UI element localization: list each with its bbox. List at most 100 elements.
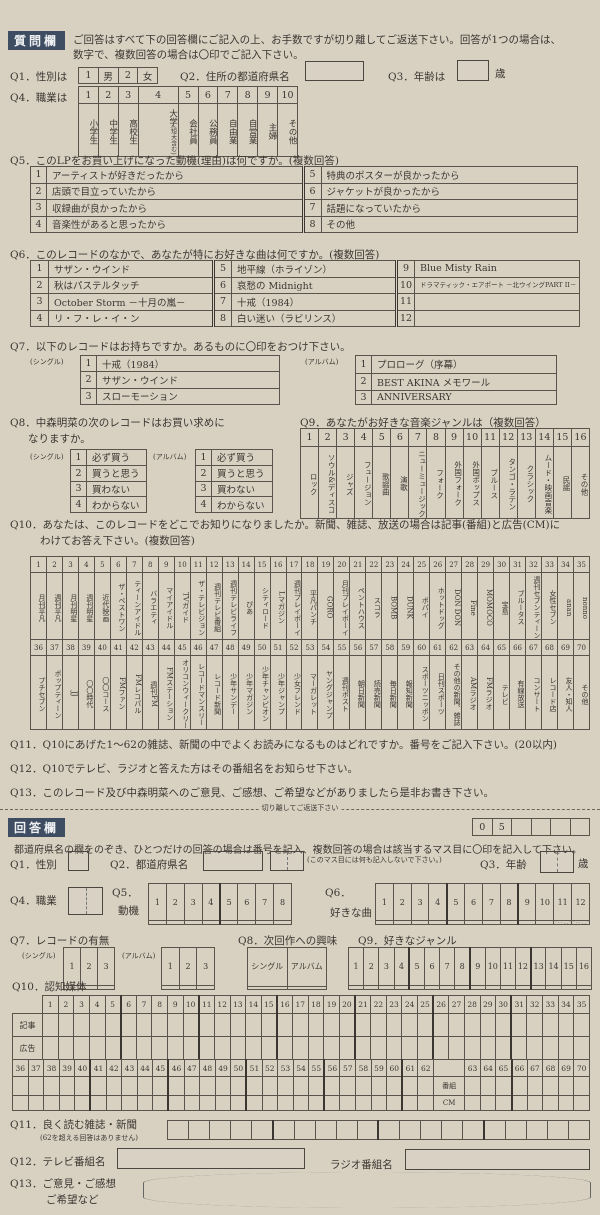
a-q10-checkbox[interactable] bbox=[510, 1094, 528, 1112]
a-q11-box[interactable] bbox=[188, 1120, 211, 1140]
a-q10-checkbox[interactable] bbox=[510, 1036, 528, 1060]
a-q10-checkbox[interactable] bbox=[42, 1036, 59, 1060]
a-q9-checkbox[interactable] bbox=[439, 985, 456, 990]
a-q10-checkbox[interactable] bbox=[230, 1076, 247, 1096]
a-q9-checkbox[interactable] bbox=[378, 985, 395, 990]
a-q11-box[interactable] bbox=[420, 1120, 443, 1140]
a-q5-checkbox[interactable] bbox=[255, 920, 275, 925]
a-q10-checkbox[interactable] bbox=[510, 1076, 528, 1096]
a-q8-album-checkbox[interactable] bbox=[286, 985, 327, 991]
a-q10-checkbox[interactable] bbox=[245, 1013, 262, 1037]
a-q10-checkbox[interactable] bbox=[167, 1013, 184, 1037]
a-q10-checkbox[interactable] bbox=[260, 1013, 278, 1037]
a-q10-checkbox[interactable] bbox=[308, 1076, 325, 1096]
a-q10-checkbox[interactable] bbox=[307, 1013, 325, 1037]
a-q11-box[interactable] bbox=[504, 1120, 527, 1140]
a-q10-checkbox[interactable] bbox=[542, 1036, 559, 1060]
a-q10-checkbox[interactable] bbox=[355, 1094, 372, 1112]
a-q10-checkbox[interactable] bbox=[495, 1094, 512, 1112]
a-q10-checkbox[interactable] bbox=[104, 1036, 122, 1060]
a-q10-checkbox[interactable] bbox=[370, 1094, 388, 1112]
a-q11-box[interactable] bbox=[335, 1120, 358, 1140]
a-q12-radio-input[interactable] bbox=[405, 1149, 590, 1170]
a-q10-checkbox[interactable] bbox=[323, 1094, 341, 1112]
a-q10-checkbox[interactable] bbox=[213, 1013, 231, 1037]
a-q10-checkbox[interactable] bbox=[401, 1013, 418, 1037]
a-q5-checkbox[interactable] bbox=[237, 920, 257, 925]
a-q10-checkbox[interactable] bbox=[573, 1094, 590, 1112]
a-q6-checkbox[interactable] bbox=[571, 920, 590, 925]
a-q11-box[interactable] bbox=[462, 1120, 485, 1140]
a-q7-album-checkbox[interactable] bbox=[196, 985, 215, 990]
a-q10-checkbox[interactable] bbox=[213, 1036, 231, 1060]
a-q11-box[interactable] bbox=[377, 1120, 401, 1140]
a-q10-checkbox[interactable] bbox=[43, 1094, 60, 1112]
a-q10-checkbox[interactable] bbox=[385, 1036, 403, 1060]
a-q10-checkbox[interactable] bbox=[464, 1094, 481, 1112]
a-q10-checkbox[interactable] bbox=[495, 1013, 512, 1037]
a-q10-checkbox[interactable] bbox=[197, 1013, 215, 1037]
a-q9-checkbox[interactable] bbox=[545, 985, 562, 990]
a-q10-checkbox[interactable] bbox=[355, 1076, 372, 1096]
a-q10-checkbox[interactable] bbox=[57, 1013, 75, 1037]
a-q10-checkbox[interactable] bbox=[479, 1094, 497, 1112]
a-q11-box[interactable] bbox=[441, 1120, 464, 1140]
a-q10-checkbox[interactable] bbox=[260, 1036, 278, 1060]
a-q10-checkbox[interactable] bbox=[275, 1036, 293, 1060]
a-q10-checkbox[interactable] bbox=[417, 1076, 435, 1096]
a-q10-checkbox[interactable] bbox=[105, 1076, 123, 1096]
a-q10-checkbox[interactable] bbox=[74, 1094, 91, 1112]
a-q10-checkbox[interactable] bbox=[167, 1094, 185, 1112]
a-q10-checkbox[interactable] bbox=[277, 1094, 294, 1112]
a-q10-checkbox[interactable] bbox=[89, 1076, 107, 1096]
a-q10-checkbox[interactable] bbox=[354, 1036, 372, 1060]
a-q10-checkbox[interactable] bbox=[432, 1036, 450, 1060]
a-q10-checkbox[interactable] bbox=[339, 1094, 357, 1112]
a-q9-checkbox[interactable] bbox=[408, 985, 425, 990]
a-q10-checkbox[interactable] bbox=[58, 1076, 76, 1096]
a-q1-input[interactable] bbox=[68, 851, 89, 871]
a-q8-single-checkbox[interactable] bbox=[247, 985, 288, 991]
a-q10-checkbox[interactable] bbox=[261, 1094, 279, 1112]
a-q10-checkbox[interactable] bbox=[557, 1036, 575, 1060]
a-q11-box[interactable] bbox=[546, 1120, 569, 1140]
a-q10-checkbox[interactable] bbox=[386, 1076, 403, 1096]
a-q10-checkbox[interactable] bbox=[229, 1013, 247, 1037]
a-q11-box[interactable] bbox=[209, 1120, 232, 1140]
a-q6-checkbox[interactable] bbox=[481, 920, 501, 925]
a-q10-checkbox[interactable] bbox=[167, 1076, 185, 1096]
a-q11-box[interactable] bbox=[567, 1120, 591, 1140]
a-q10-checkbox[interactable] bbox=[448, 1036, 465, 1060]
code-box[interactable]: 5 bbox=[491, 818, 512, 836]
a-q10-checkbox[interactable] bbox=[152, 1094, 169, 1112]
code-box[interactable]: 0 bbox=[472, 818, 493, 836]
a-q9-checkbox[interactable] bbox=[468, 985, 486, 990]
a-q10-checkbox[interactable] bbox=[526, 1076, 544, 1096]
a-q10-checkbox[interactable] bbox=[323, 1076, 341, 1096]
a-q10-checkbox[interactable] bbox=[463, 1013, 481, 1037]
a-q6-checkbox[interactable] bbox=[392, 920, 412, 925]
a-q10-checkbox[interactable] bbox=[401, 1094, 419, 1112]
a-q10-checkbox[interactable] bbox=[292, 1013, 309, 1037]
a-q10-checkbox[interactable] bbox=[73, 1013, 90, 1037]
a-q6-checkbox[interactable] bbox=[499, 920, 519, 925]
a-q10-checkbox[interactable] bbox=[401, 1076, 419, 1096]
a-q5-checkbox[interactable] bbox=[183, 920, 203, 925]
a-q10-checkbox[interactable] bbox=[292, 1076, 310, 1096]
a-q6-checkbox[interactable] bbox=[464, 920, 483, 925]
a-q10-checkbox[interactable] bbox=[386, 1094, 403, 1112]
a-q10-checkbox[interactable] bbox=[135, 1013, 153, 1037]
a-q9-checkbox[interactable] bbox=[347, 985, 365, 990]
a-q10-checkbox[interactable] bbox=[495, 1036, 512, 1060]
a-q2-input[interactable] bbox=[203, 851, 263, 871]
a-q10-checkbox[interactable] bbox=[339, 1076, 357, 1096]
a-q10-checkbox[interactable] bbox=[197, 1036, 215, 1060]
a-q11-box[interactable] bbox=[166, 1120, 190, 1140]
a-q10-checkbox[interactable] bbox=[526, 1036, 543, 1060]
a-q10-checkbox[interactable] bbox=[89, 1094, 107, 1112]
a-q10-checkbox[interactable] bbox=[542, 1076, 559, 1096]
a-q10-checkbox[interactable] bbox=[275, 1013, 293, 1037]
a-q10-checkbox[interactable] bbox=[307, 1036, 325, 1060]
a-q10-checkbox[interactable] bbox=[526, 1013, 543, 1037]
a-q5-checkbox[interactable] bbox=[219, 920, 239, 925]
